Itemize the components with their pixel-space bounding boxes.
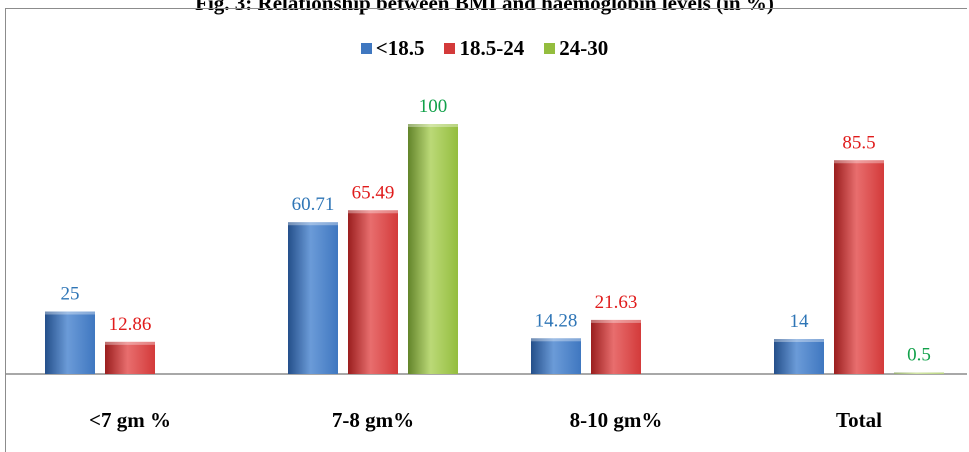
bar-series-3-cat-2	[408, 124, 458, 374]
bar-series-2-cat-1	[105, 341, 155, 374]
x-tick-label: Total	[836, 408, 882, 432]
data-label-series-2-cat-1: 12.86	[109, 314, 152, 335]
bar-highlight	[531, 338, 581, 342]
bar-series-1-cat-3	[531, 338, 581, 374]
legend-label-series-1: <18.5	[375, 36, 425, 60]
bar-highlight	[105, 341, 155, 345]
x-tick-label: 7-8 gm%	[332, 408, 414, 432]
data-label-series-1-cat-2: 60.71	[292, 194, 335, 215]
data-label-series-1-cat-3: 14.28	[535, 310, 578, 331]
legend-label-series-2: 18.5-24	[459, 36, 525, 60]
bar-series-1-cat-4	[774, 339, 824, 374]
bar-series-3-cat-4	[894, 372, 944, 374]
bar-highlight	[408, 124, 458, 127]
data-label-series-2-cat-4: 85.5	[842, 132, 875, 153]
data-label-series-2-cat-2: 65.49	[352, 182, 395, 203]
legend: <18.5 18.5-24 24-30	[0, 36, 969, 61]
legend-swatch-series-3	[544, 43, 556, 54]
bar-highlight	[45, 311, 95, 315]
data-label-series-2-cat-3: 21.63	[595, 292, 638, 313]
legend-item-series-2: 18.5-24	[444, 36, 524, 61]
x-tick-label: <7 gm %	[89, 408, 171, 432]
legend-item-series-3: 24-30	[544, 36, 608, 61]
data-label-series-3-cat-2: 100	[419, 96, 448, 117]
bar-series-1-cat-2	[288, 222, 338, 374]
bar-highlight	[348, 210, 398, 214]
bar-highlight	[288, 222, 338, 226]
chart-title: Fig. 3: Relationship between BMI and hae…	[195, 0, 774, 15]
data-label-series-3-cat-4: 0.5	[907, 345, 931, 366]
data-label-series-1-cat-4: 14	[790, 311, 810, 332]
bar-series-1-cat-1	[45, 311, 95, 374]
bar-highlight	[894, 372, 944, 374]
x-tick-label: 8-10 gm%	[570, 408, 663, 432]
bar-series-2-cat-2	[348, 210, 398, 374]
bar-highlight	[774, 339, 824, 342]
legend-label-series-3: 24-30	[559, 36, 609, 60]
legend-item-series-1: <18.5	[360, 36, 425, 61]
chart-frame	[5, 8, 967, 452]
bar-series-2-cat-4	[834, 160, 884, 374]
bar-highlight	[591, 319, 641, 323]
data-label-series-1-cat-1: 25	[61, 284, 80, 305]
legend-swatch-series-2	[444, 43, 456, 54]
bar-series-2-cat-3	[591, 319, 641, 374]
bar-highlight	[834, 160, 884, 164]
legend-swatch-series-1	[360, 43, 372, 54]
